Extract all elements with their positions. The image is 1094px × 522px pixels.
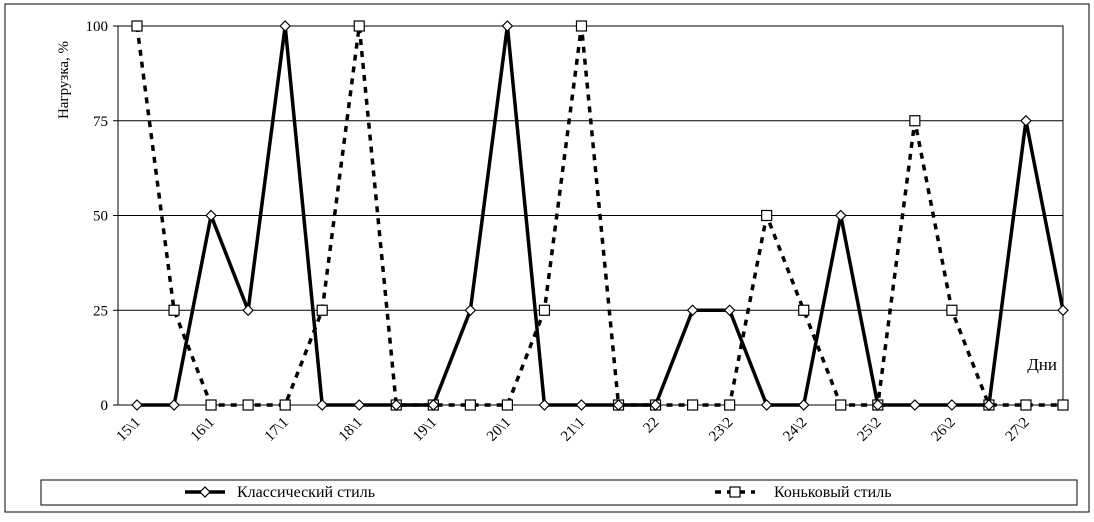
series-line-2 (135, 25, 1063, 407)
series-2-point (501, 399, 513, 411)
series-2-point (798, 304, 810, 316)
series-2-point (835, 399, 847, 411)
series-1-point (760, 399, 773, 411)
series-1-point (242, 304, 254, 317)
y-tick-label: 75 (93, 114, 108, 130)
legend-marker-1 (199, 486, 211, 498)
series-1-point (390, 399, 403, 411)
series-2-point (353, 20, 365, 32)
series-1-point (1020, 114, 1032, 127)
series-2-point (205, 399, 217, 411)
series-1-point (1057, 304, 1069, 317)
series-1-point (501, 20, 514, 32)
series-1-point (612, 399, 625, 411)
series-1-point (834, 209, 847, 222)
x-axis-label: Дни (1027, 355, 1057, 374)
series-1-point (538, 399, 551, 411)
series-1-point (649, 399, 662, 411)
series-1-point (871, 399, 884, 411)
series-1-point (168, 399, 180, 411)
series-1-point (723, 304, 736, 317)
series-2-point (761, 209, 773, 222)
series-2-point (279, 399, 291, 411)
series-1-point (575, 399, 588, 411)
series-1-point (946, 399, 958, 411)
legend-label-2: Коньковый стиль (774, 484, 892, 501)
series-2-point (464, 399, 476, 411)
series-2-point (724, 399, 736, 411)
series-2-point (168, 304, 180, 316)
series-1-point (279, 20, 292, 32)
series-1-point (464, 304, 477, 317)
series-line-1 (137, 25, 1065, 407)
y-axis-label: Нагрузка, % (56, 41, 72, 119)
series-1-point (427, 399, 440, 411)
series-layer (131, 20, 1069, 411)
series-1-point (983, 399, 995, 411)
series-2-point (1057, 399, 1069, 411)
series-2-point (242, 399, 254, 411)
series-1-point (205, 209, 217, 222)
series-2-point (946, 304, 958, 316)
series-1-point (908, 399, 921, 411)
series-1-point (797, 399, 810, 411)
series-2-point (538, 304, 551, 316)
series-2-point (575, 20, 588, 32)
series-2-point (1020, 399, 1032, 411)
legend: Классический стиль Коньковый стиль (40, 479, 1078, 506)
series-2-point (909, 115, 921, 127)
series-1-point (131, 399, 143, 411)
series-1-point (686, 304, 699, 317)
y-tick-label: 0 (101, 398, 109, 414)
series-1-point (353, 399, 366, 411)
y-tick-label: 100 (86, 19, 109, 35)
legend-label-1: Классический стиль (237, 484, 375, 501)
legend-marker-2 (729, 486, 741, 498)
series-1-point (316, 399, 329, 411)
series-2-point (686, 399, 699, 411)
series-2-point (131, 20, 143, 32)
y-tick-label: 50 (93, 209, 108, 225)
y-tick-label: 25 (93, 303, 108, 319)
series-2-point (316, 304, 328, 316)
